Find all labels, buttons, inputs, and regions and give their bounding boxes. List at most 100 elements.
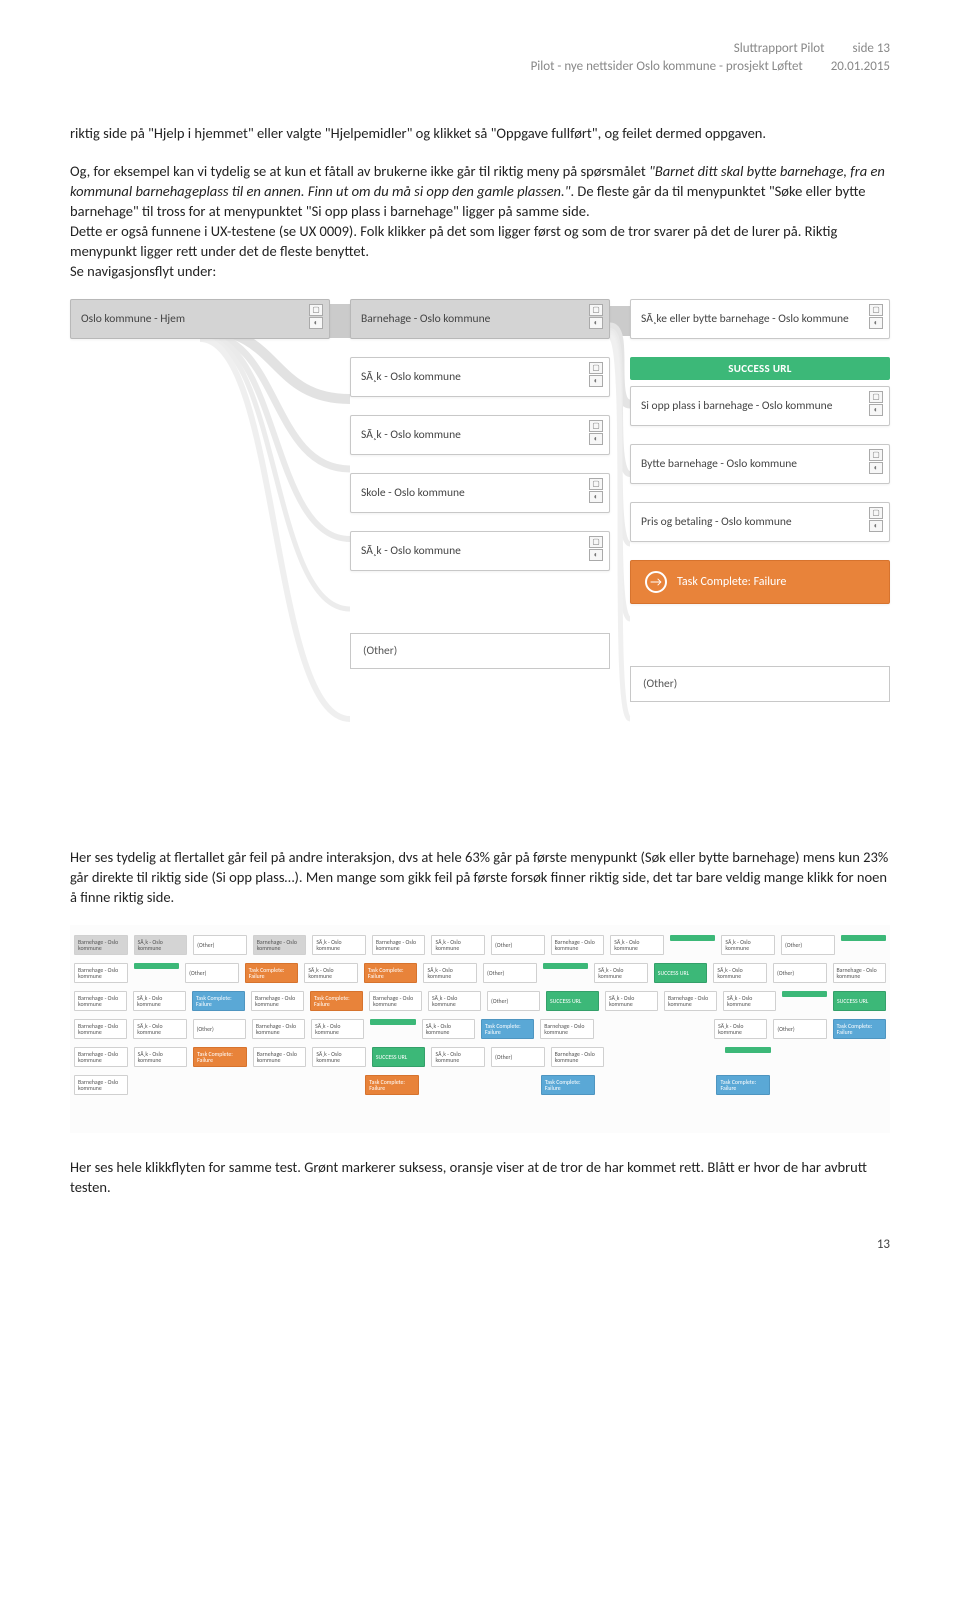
clickflow-node: SÃ¸k - Oslo kommune — [133, 991, 186, 1011]
clickflow-node: SUCCESS URL — [372, 1047, 426, 1067]
navigation-flow-diagram: Oslo kommune - Hjem ▢ ◐ Barnehage - Oslo… — [70, 299, 890, 829]
expand-icon: ▢ — [869, 449, 883, 461]
clickflow-node: SÃ¸k - Oslo kommune — [594, 963, 648, 983]
clickflow-node: Barnehage - Oslo kommune — [74, 1019, 127, 1039]
node-label: Oslo kommune - Hjem — [81, 312, 185, 326]
flow-node-sok-3: SÃ¸k - Oslo kommune ▢◐ — [350, 531, 610, 571]
expand-icon: ▢ — [309, 304, 323, 316]
flow-column-2: Barnehage - Oslo kommune ▢◐ SÃ¸k - Oslo … — [350, 299, 610, 669]
clickflow-node: Barnehage - Oslo kommune — [369, 991, 422, 1011]
clickflow-row: Barnehage - Oslo kommune SÃ¸k - Oslo komm… — [74, 991, 886, 1011]
clickflow-node: SÃ¸k - Oslo kommune — [431, 935, 485, 955]
clickflow-node: Barnehage - Oslo kommune — [74, 963, 128, 983]
clickflow-success-bar — [134, 963, 180, 969]
full-clickflow-diagram: Barnehage - Oslo kommuneSÃ¸k - Oslo komm… — [70, 925, 890, 1133]
page-header: Sluttrapport Pilot side 13 Pilot - nye n… — [70, 40, 890, 75]
clickflow-node: SÃ¸k - Oslo kommune — [431, 1047, 485, 1067]
flow-node-sok-1: SÃ¸k - Oslo kommune ▢◐ — [350, 357, 610, 397]
clickflow-empty — [250, 1075, 302, 1095]
clickflow-node: SUCCESS URL — [546, 991, 599, 1011]
success-url-banner: SUCCESS URL — [630, 357, 890, 380]
clickflow-empty — [777, 1047, 829, 1067]
flow-node-home: Oslo kommune - Hjem ▢ ◐ — [70, 299, 330, 339]
clickflow-success-bar — [725, 1047, 771, 1053]
clickflow-node: (Other) — [487, 991, 540, 1011]
clickflow-node: Barnehage - Oslo kommune — [74, 935, 128, 955]
node-label: (Other) — [363, 644, 397, 658]
clickflow-node: SÃ¸k - Oslo kommune — [312, 1047, 366, 1067]
clickflow-empty — [835, 1047, 887, 1067]
clickflow-node: SÃ¸k - Oslo kommune — [311, 1019, 364, 1039]
header-title: Sluttrapport Pilot — [734, 40, 825, 58]
clickflow-node: Task Complete: Failure — [481, 1019, 534, 1039]
clickflow-node: Barnehage - Oslo kommune — [253, 935, 307, 955]
info-icon: ◐ — [869, 404, 883, 416]
node-label: Task Complete: Failure — [677, 575, 786, 589]
expand-icon: ▢ — [869, 507, 883, 519]
clickflow-empty — [668, 1047, 720, 1067]
expand-icon: ▢ — [589, 304, 603, 316]
clickflow-node: Barnehage - Oslo kommune — [833, 963, 887, 983]
clickflow-empty — [483, 1075, 535, 1095]
clickflow-empty — [776, 1075, 828, 1095]
clickflow-node: SÃ¸k - Oslo kommune — [713, 963, 767, 983]
flow-node-bytte: Bytte barnehage - Oslo kommune ▢◐ — [630, 444, 890, 484]
flow-node-skole: Skole - Oslo kommune ▢◐ — [350, 473, 610, 513]
clickflow-row: Barnehage - Oslo kommuneTask Complete: F… — [74, 1075, 886, 1095]
clickflow-node: SÃ¸k - Oslo kommune — [304, 963, 358, 983]
expand-icon: ▢ — [589, 478, 603, 490]
header-page-label: side 13 — [853, 40, 890, 58]
clickflow-node: (Other) — [773, 963, 827, 983]
paragraph-1: riktig side på "Hjelp i hjemmet" eller v… — [70, 123, 890, 143]
clickflow-node: Barnehage - Oslo kommune — [551, 935, 605, 955]
flow-node-other-col2: (Other) — [350, 633, 610, 669]
node-label: SÃ¸k - Oslo kommune — [361, 428, 461, 442]
p2-a: Og, for eksempel kan vi tydelig se at ku… — [70, 162, 649, 180]
clickflow-empty — [425, 1075, 477, 1095]
p2-c: Dette er også funnene i UX-testene (se U… — [70, 222, 837, 260]
flow-node-other-col3: (Other) — [630, 666, 890, 702]
clickflow-node: SUCCESS URL — [833, 991, 886, 1011]
node-label: SÃ¸ke eller bytte barnehage - Oslo kommu… — [641, 312, 849, 326]
clickflow-empty — [192, 1075, 244, 1095]
node-icons: ▢ ◐ — [309, 304, 323, 329]
clickflow-empty — [657, 1019, 708, 1039]
clickflow-node: SÃ¸k - Oslo kommune — [723, 991, 776, 1011]
clickflow-node: SÃ¸k - Oslo kommune — [134, 1047, 188, 1067]
clickflow-node: Barnehage - Oslo kommune — [253, 1047, 307, 1067]
clickflow-row: Barnehage - Oslo kommune SÃ¸k - Oslo komm… — [74, 1019, 886, 1039]
info-icon: ◐ — [589, 317, 603, 329]
node-label: Si opp plass i barnehage - Oslo kommune — [641, 399, 832, 413]
expand-icon: ▢ — [589, 420, 603, 432]
clickflow-node: SÃ¸k - Oslo kommune — [714, 1019, 767, 1039]
page-number: 13 — [70, 1237, 890, 1252]
flow-column-3: SÃ¸ke eller bytte barnehage - Oslo kommu… — [630, 299, 890, 702]
clickflow-node: (Other) — [491, 1047, 545, 1067]
clickflow-node: Barnehage - Oslo kommune — [74, 1047, 128, 1067]
clickflow-empty — [834, 1075, 886, 1095]
clickflow-node: SÃ¸k - Oslo kommune — [610, 935, 664, 955]
node-label: Skole - Oslo kommune — [361, 486, 465, 500]
clickflow-node: (Other) — [193, 935, 247, 955]
clickflow-node: Task Complete: Failure — [193, 1047, 247, 1067]
paragraph-4: Her ses hele klikkflyten for samme test.… — [70, 1157, 890, 1197]
clickflow-empty — [134, 1075, 186, 1095]
clickflow-success-bar — [370, 1019, 415, 1025]
clickflow-success-bar — [782, 991, 827, 997]
clickflow-node: SÃ¸k - Oslo kommune — [428, 991, 481, 1011]
clickflow-empty — [659, 1075, 711, 1095]
clickflow-node: Task Complete: Failure — [310, 991, 363, 1011]
info-icon: ◐ — [869, 317, 883, 329]
clickflow-node: SÃ¸k - Oslo kommune — [721, 935, 775, 955]
clickflow-node: Task Complete: Failure — [541, 1075, 595, 1095]
clickflow-node: SÃ¸k - Oslo kommune — [422, 1019, 475, 1039]
flow-node-si-opp: Si opp plass i barnehage - Oslo kommune … — [630, 386, 890, 426]
clickflow-node: SÃ¸k - Oslo kommune — [312, 935, 366, 955]
clickflow-node: Barnehage - Oslo kommune — [252, 1019, 305, 1039]
clickflow-node: Task Complete: Failure — [365, 1075, 419, 1095]
expand-icon: ▢ — [589, 536, 603, 548]
clickflow-node: (Other) — [483, 963, 537, 983]
info-icon: ◐ — [309, 317, 323, 329]
clickflow-node: Barnehage - Oslo kommune — [551, 1047, 605, 1067]
info-icon: ◐ — [589, 375, 603, 387]
